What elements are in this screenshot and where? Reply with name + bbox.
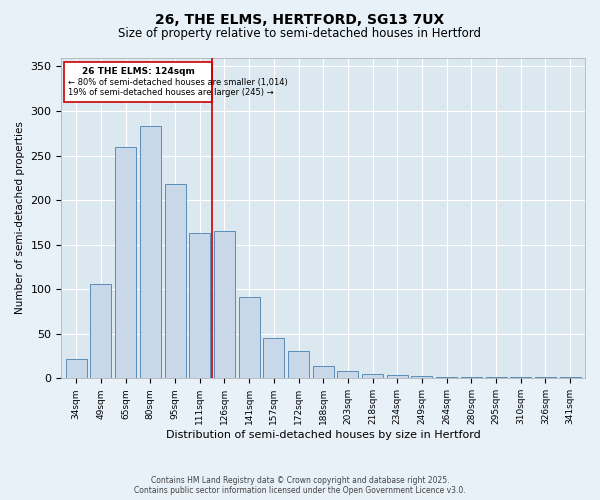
Bar — [239, 297, 260, 378]
Bar — [485, 376, 506, 378]
Bar — [66, 358, 87, 378]
X-axis label: Distribution of semi-detached houses by size in Hertford: Distribution of semi-detached houses by … — [166, 430, 481, 440]
Bar — [461, 376, 482, 378]
Bar — [313, 366, 334, 378]
Bar — [214, 232, 235, 378]
Bar — [263, 338, 284, 378]
Bar — [164, 184, 185, 378]
Bar — [189, 233, 210, 378]
FancyBboxPatch shape — [64, 62, 212, 102]
Bar — [387, 375, 408, 378]
Y-axis label: Number of semi-detached properties: Number of semi-detached properties — [15, 122, 25, 314]
Text: 26, THE ELMS, HERTFORD, SG13 7UX: 26, THE ELMS, HERTFORD, SG13 7UX — [155, 12, 445, 26]
Text: ← 80% of semi-detached houses are smaller (1,014): ← 80% of semi-detached houses are smalle… — [68, 78, 287, 87]
Text: Contains HM Land Registry data © Crown copyright and database right 2025.
Contai: Contains HM Land Registry data © Crown c… — [134, 476, 466, 495]
Bar — [140, 126, 161, 378]
Bar — [362, 374, 383, 378]
Bar — [288, 350, 309, 378]
Text: 26 THE ELMS: 124sqm: 26 THE ELMS: 124sqm — [82, 68, 194, 76]
Text: Size of property relative to semi-detached houses in Hertford: Size of property relative to semi-detach… — [119, 28, 482, 40]
Bar — [115, 146, 136, 378]
Bar — [337, 371, 358, 378]
Bar — [412, 376, 433, 378]
Bar — [436, 376, 457, 378]
Text: 19% of semi-detached houses are larger (245) →: 19% of semi-detached houses are larger (… — [68, 88, 273, 97]
Bar — [91, 284, 112, 378]
